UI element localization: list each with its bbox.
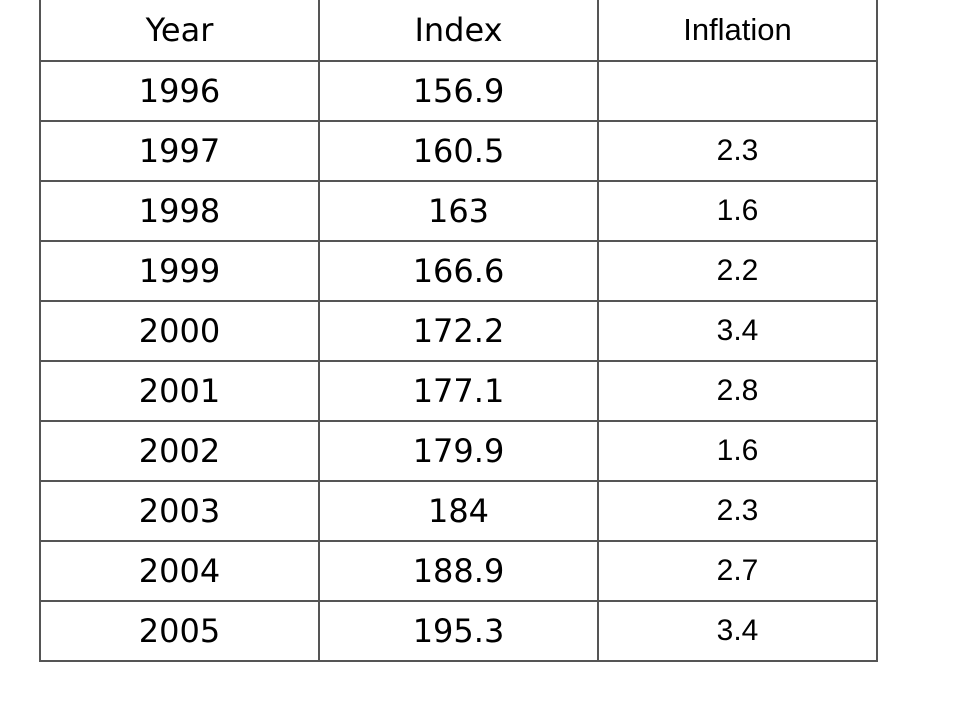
- cell-year: 2005: [39, 600, 320, 662]
- cell-inflation: 2.3: [597, 480, 878, 542]
- cell-year: 1996: [39, 60, 320, 122]
- table-row: 1998 163 1.6: [39, 180, 878, 242]
- cell-year: 1998: [39, 180, 320, 242]
- cell-year: 2001: [39, 360, 320, 422]
- cell-index: 184: [318, 480, 599, 542]
- column-header-year: Year: [39, 0, 320, 62]
- cell-year: 2002: [39, 420, 320, 482]
- table-row: 2000 172.2 3.4: [39, 300, 878, 362]
- cell-inflation: [597, 60, 878, 122]
- cell-inflation: 3.4: [597, 600, 878, 662]
- table-row: 1996 156.9: [39, 60, 878, 122]
- table-header: Year Index Inflation: [39, 0, 878, 62]
- cell-inflation: 2.8: [597, 360, 878, 422]
- table-body: 1996 156.9 1997 160.5 2.3 1998 163 1.6 1999 166.6…: [39, 60, 878, 662]
- cell-year: 1999: [39, 240, 320, 302]
- table-row: 2002 179.9 1.6: [39, 420, 878, 482]
- table-row: 2004 188.9 2.7: [39, 540, 878, 602]
- cell-index: 172.2: [318, 300, 599, 362]
- cell-inflation: 2.3: [597, 120, 878, 182]
- cell-index: 177.1: [318, 360, 599, 422]
- cell-index: 160.5: [318, 120, 599, 182]
- table-row: 1999 166.6 2.2: [39, 240, 878, 302]
- table-row: 2001 177.1 2.8: [39, 360, 878, 422]
- column-header-index: Index: [318, 0, 599, 62]
- cell-inflation: 1.6: [597, 180, 878, 242]
- table-row: 2005 195.3 3.4: [39, 600, 878, 662]
- cell-inflation: 2.7: [597, 540, 878, 602]
- column-header-inflation: Inflation: [597, 0, 878, 62]
- cell-year: 2004: [39, 540, 320, 602]
- cell-index: 166.6: [318, 240, 599, 302]
- cell-index: 195.3: [318, 600, 599, 662]
- cell-inflation: 1.6: [597, 420, 878, 482]
- inflation-table: Year Index Inflation 1996 156.9 1997 160.5 2…: [39, 0, 878, 662]
- cell-year: 2000: [39, 300, 320, 362]
- cell-index: 156.9: [318, 60, 599, 122]
- header-row: Year Index Inflation: [39, 0, 878, 62]
- cell-index: 179.9: [318, 420, 599, 482]
- cell-year: 2003: [39, 480, 320, 542]
- cell-index: 163: [318, 180, 599, 242]
- cell-year: 1997: [39, 120, 320, 182]
- cell-inflation: 3.4: [597, 300, 878, 362]
- cell-inflation: 2.2: [597, 240, 878, 302]
- table-row: 1997 160.5 2.3: [39, 120, 878, 182]
- table-row: 2003 184 2.3: [39, 480, 878, 542]
- cell-index: 188.9: [318, 540, 599, 602]
